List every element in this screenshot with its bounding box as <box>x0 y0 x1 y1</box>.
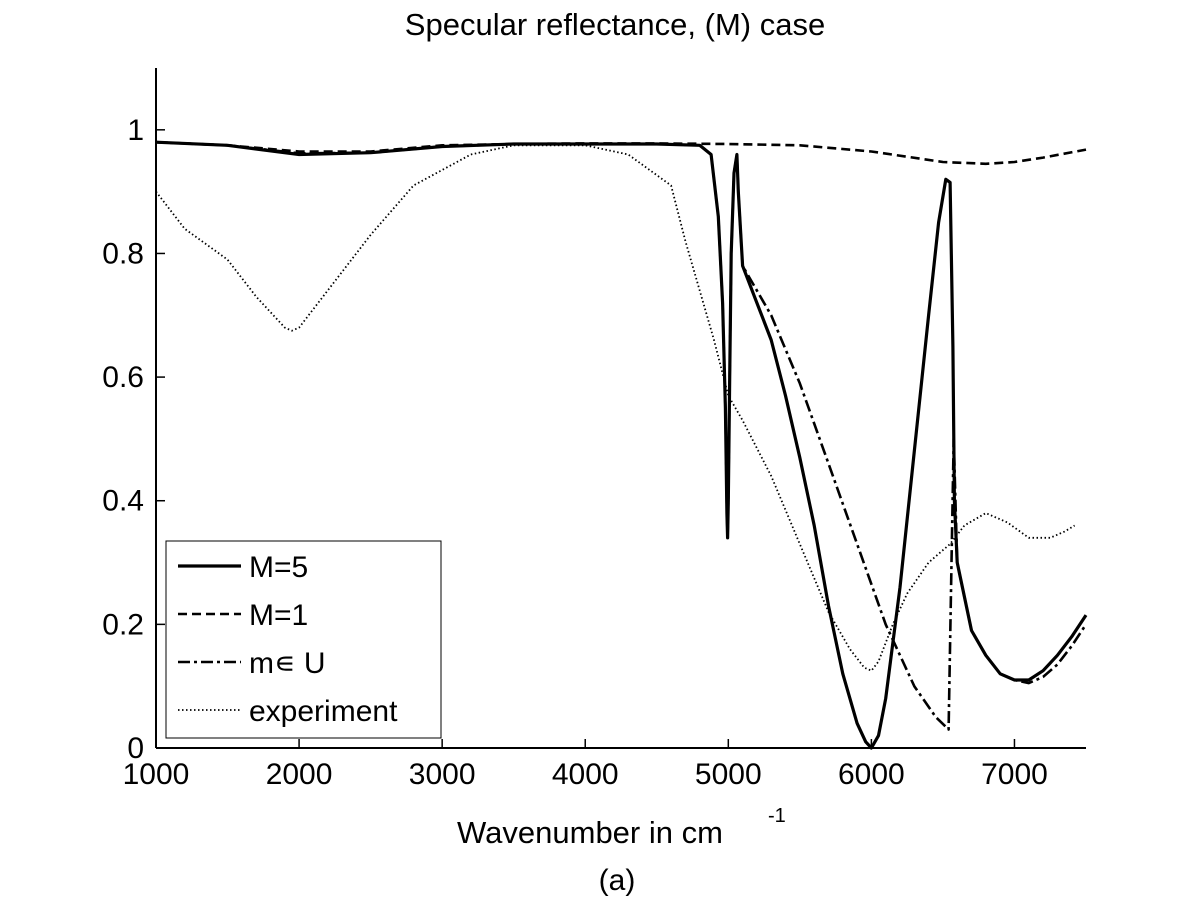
chart-title: Specular reflectance, (M) case <box>405 7 825 42</box>
x-tick-label: 4000 <box>552 758 619 791</box>
x-tick-label: 2000 <box>266 758 333 791</box>
plot-area <box>155 68 1086 749</box>
legend-label: M=1 <box>249 599 308 632</box>
x-axis-label: Wavenumber in cm <box>457 815 723 850</box>
series-line-dotted <box>155 144 1076 672</box>
x-tick-label: 3000 <box>409 758 476 791</box>
legend-box <box>165 540 442 739</box>
series-layer <box>155 140 1088 750</box>
x-tick-label: 1000 <box>123 758 190 791</box>
figure-caption: (a) <box>599 864 636 897</box>
x-axis-label-text: Wavenumber in cm <box>457 815 723 850</box>
y-tick-label: 0.8 <box>102 237 144 270</box>
x-axis-label-exponent: -1 <box>768 805 786 827</box>
y-tick-label: 0 <box>127 732 144 765</box>
axis-ticks: 1000 2000 3000 4000 5000 6000 7000 0 0.2 0.4 0.6 0.… <box>102 114 1048 791</box>
y-tick-label: 0.6 <box>102 361 144 394</box>
x-tick-label: 7000 <box>981 758 1048 791</box>
legend-label: experiment <box>249 695 398 728</box>
y-tick-label: 0.2 <box>102 608 144 641</box>
legend-label: m∊ U <box>249 647 326 680</box>
y-tick-label: 1 <box>127 114 144 147</box>
legend-label: M=5 <box>249 551 308 584</box>
y-tick-label: 0.4 <box>102 485 144 518</box>
series-line-solid <box>155 140 1088 750</box>
x-tick-label: 6000 <box>838 758 905 791</box>
x-tick-label: 5000 <box>695 758 762 791</box>
legend: M=5 M=1 m∊ U experiment <box>165 540 442 739</box>
